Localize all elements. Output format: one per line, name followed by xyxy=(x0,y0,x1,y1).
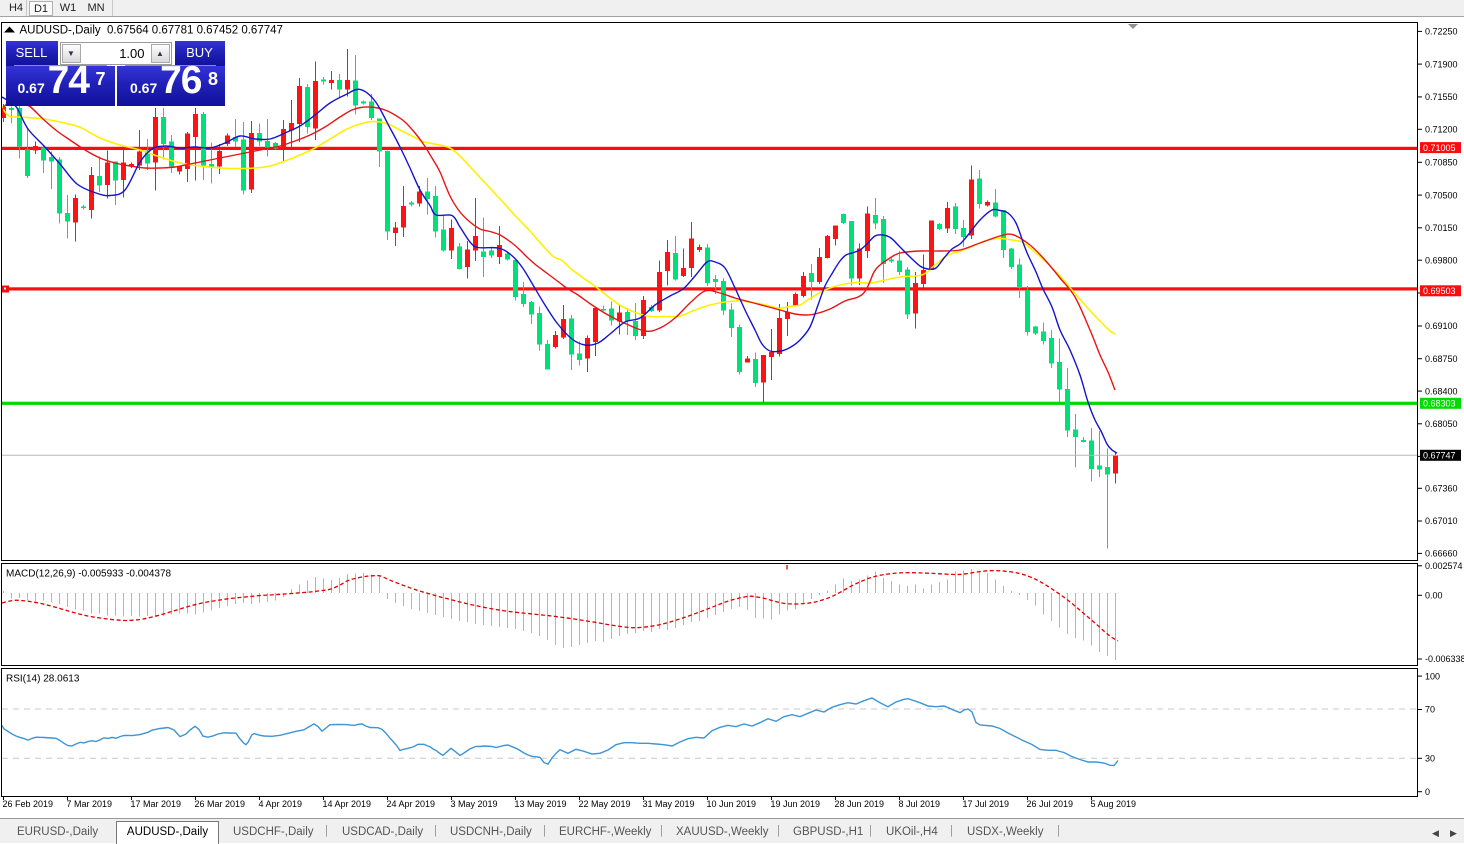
svg-text:0.68750: 0.68750 xyxy=(1425,354,1458,364)
svg-text:3 May 2019: 3 May 2019 xyxy=(451,799,498,809)
svg-text:0.69800: 0.69800 xyxy=(1425,255,1458,265)
svg-text:0.67010: 0.67010 xyxy=(1425,516,1458,526)
svg-text:AUDUSD-,Daily 0.67564 0.67781: AUDUSD-,Daily 0.67564 0.67781 0.67452 0.… xyxy=(20,25,283,37)
svg-text:19 Jun 2019: 19 Jun 2019 xyxy=(771,799,821,809)
svg-text:0.68303: 0.68303 xyxy=(1423,399,1456,409)
svg-text:5 Aug 2019: 5 Aug 2019 xyxy=(1091,799,1137,809)
svg-text:0.00: 0.00 xyxy=(1425,591,1443,601)
svg-text:0.002574: 0.002574 xyxy=(1425,561,1463,571)
svg-text:26 Feb 2019: 26 Feb 2019 xyxy=(3,799,54,809)
svg-text:MACD(12,26,9) -0.005933 -0.004: MACD(12,26,9) -0.005933 -0.004378 xyxy=(6,569,172,580)
svg-text:28 Jun 2019: 28 Jun 2019 xyxy=(835,799,885,809)
svg-text:70: 70 xyxy=(1425,705,1435,715)
svg-text:0.66660: 0.66660 xyxy=(1425,549,1458,559)
svg-text:-0.006338: -0.006338 xyxy=(1425,654,1464,664)
svg-text:0.70150: 0.70150 xyxy=(1425,223,1458,233)
svg-text:0.71200: 0.71200 xyxy=(1425,125,1458,135)
svg-text:0.67360: 0.67360 xyxy=(1425,484,1458,494)
svg-text:17 Jul 2019: 17 Jul 2019 xyxy=(963,799,1010,809)
svg-text:26 Mar 2019: 26 Mar 2019 xyxy=(195,799,246,809)
svg-text:0.69100: 0.69100 xyxy=(1425,321,1458,331)
svg-text:4 Apr 2019: 4 Apr 2019 xyxy=(259,799,303,809)
svg-text:14 Apr 2019: 14 Apr 2019 xyxy=(323,799,372,809)
svg-text:13 May 2019: 13 May 2019 xyxy=(515,799,567,809)
svg-text:0.67747: 0.67747 xyxy=(1423,451,1456,461)
svg-text:8 Jul 2019: 8 Jul 2019 xyxy=(899,799,941,809)
svg-text:10 Jun 2019: 10 Jun 2019 xyxy=(707,799,757,809)
svg-text:0: 0 xyxy=(1425,787,1430,797)
svg-text:0.68400: 0.68400 xyxy=(1425,386,1458,396)
svg-text:26 Jul 2019: 26 Jul 2019 xyxy=(1027,799,1074,809)
svg-text:0.69503: 0.69503 xyxy=(1423,286,1456,296)
svg-text:0.70500: 0.70500 xyxy=(1425,190,1458,200)
svg-text:31 May 2019: 31 May 2019 xyxy=(643,799,695,809)
svg-text:0.72250: 0.72250 xyxy=(1425,27,1458,37)
svg-text:17 Mar 2019: 17 Mar 2019 xyxy=(131,799,182,809)
svg-text:0.71900: 0.71900 xyxy=(1425,59,1458,69)
svg-text:22 May 2019: 22 May 2019 xyxy=(579,799,631,809)
svg-text:RSI(14) 28.0613: RSI(14) 28.0613 xyxy=(6,674,80,685)
svg-text:0.71005: 0.71005 xyxy=(1423,143,1456,153)
svg-text:30: 30 xyxy=(1425,754,1435,764)
svg-text:0.70850: 0.70850 xyxy=(1425,158,1458,168)
svg-text:24 Apr 2019: 24 Apr 2019 xyxy=(387,799,436,809)
svg-text:100: 100 xyxy=(1425,671,1440,681)
svg-text:0.71550: 0.71550 xyxy=(1425,92,1458,102)
svg-text:7 Mar 2019: 7 Mar 2019 xyxy=(67,799,113,809)
svg-text:0.68050: 0.68050 xyxy=(1425,419,1458,429)
